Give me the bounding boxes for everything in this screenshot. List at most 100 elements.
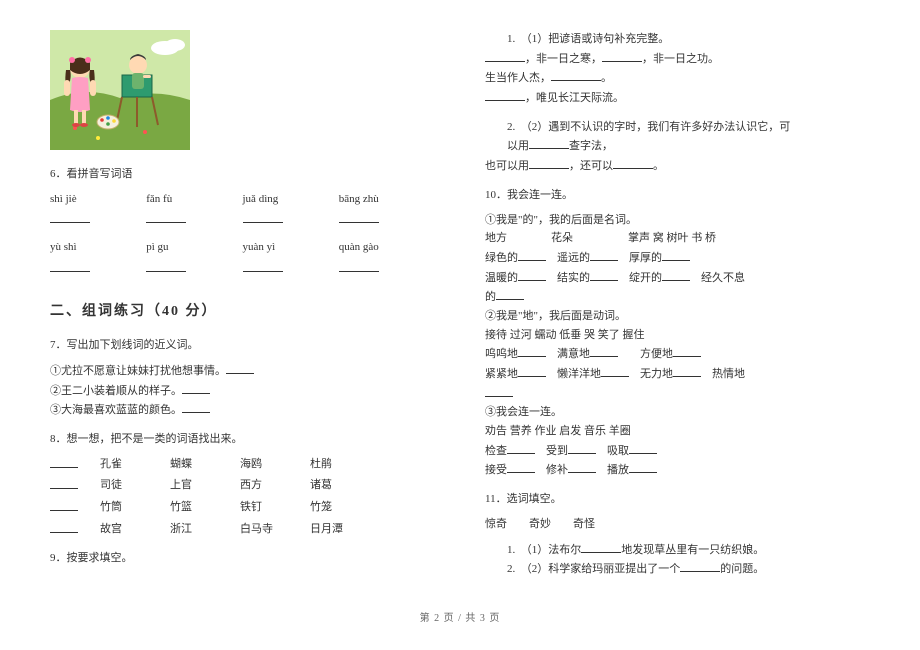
text: 温暖的 — [485, 272, 518, 284]
answer-blank[interactable] — [485, 88, 525, 101]
text: ，唯见长江天际流。 — [525, 92, 624, 104]
answer-blank[interactable] — [507, 441, 535, 454]
q9-title: 9．按要求填空。 — [50, 549, 435, 568]
answer-blank[interactable] — [182, 400, 210, 413]
word: 竹筒 — [100, 498, 170, 518]
answer-blank[interactable] — [680, 559, 720, 572]
subnum: 2. — [507, 563, 515, 575]
answer-blank[interactable] — [518, 248, 546, 261]
text: （2）科学家给玛丽亚提出了一个 — [526, 563, 680, 575]
answer-blank[interactable] — [339, 210, 379, 223]
answer-blank[interactable] — [339, 259, 379, 272]
word: 竹篮 — [170, 498, 240, 518]
answer-blank[interactable] — [50, 259, 90, 272]
answer-blank[interactable] — [518, 364, 546, 377]
q10-p2-line2: 呜呜地 满意地 方便地 — [485, 344, 870, 364]
q10-p1-line2: 绿色的 遥远的 厚厚的 — [485, 248, 870, 268]
text: 方便地 — [618, 348, 673, 360]
text: 也可以用 — [485, 160, 529, 172]
answer-blank[interactable] — [518, 344, 546, 357]
right-column: 1. （1）把谚语或诗句补充完整。 ，非一日之寒，，非一日之功。 生当作人杰，。… — [485, 30, 870, 600]
text: 遥远的 — [546, 252, 590, 264]
text: （1）法布尔 — [526, 544, 581, 556]
answer-blank[interactable] — [568, 460, 596, 473]
answer-blank[interactable] — [50, 455, 78, 468]
subnum: 2. — [507, 121, 515, 133]
answer-blank[interactable] — [485, 384, 513, 397]
answer-blank[interactable] — [182, 381, 210, 394]
answer-blank[interactable] — [629, 460, 657, 473]
answer-blank[interactable] — [146, 210, 186, 223]
q8-row: 竹筒 竹篮 铁钉 竹笼 — [50, 498, 435, 518]
q9-sub1: 1. （1）把谚语或诗句补充完整。 — [507, 30, 870, 49]
text: 懒洋洋地 — [546, 368, 601, 380]
answer-blank[interactable] — [551, 68, 601, 81]
pinyin-cell: pì gu — [146, 238, 242, 257]
text: 接受 — [485, 464, 507, 476]
pinyin-cell: bāng zhù — [339, 190, 435, 209]
text: 播放 — [596, 464, 629, 476]
answer-blank[interactable] — [226, 361, 254, 374]
answer-blank[interactable] — [496, 287, 524, 300]
answer-blank[interactable] — [146, 259, 186, 272]
q6-blank-row2 — [50, 259, 435, 279]
text: 的问题。 — [720, 563, 764, 575]
answer-blank[interactable] — [590, 248, 618, 261]
q10-p3-words: 劝告 营养 作业 启发 音乐 羊圈 — [485, 422, 870, 441]
answer-blank[interactable] — [529, 156, 569, 169]
answer-blank[interactable] — [50, 498, 78, 511]
text: 吸取 — [596, 445, 629, 457]
answer-blank[interactable] — [50, 476, 78, 489]
answer-blank[interactable] — [602, 49, 642, 62]
answer-blank[interactable] — [613, 156, 653, 169]
answer-blank[interactable] — [485, 49, 525, 62]
answer-blank[interactable] — [590, 268, 618, 281]
answer-blank[interactable] — [601, 364, 629, 377]
answer-blank[interactable] — [673, 344, 701, 357]
answer-blank[interactable] — [629, 441, 657, 454]
q8-row: 孔雀 蝴蝶 海鸥 杜鹃 — [50, 455, 435, 475]
pinyin-cell: juǎ dìng — [243, 190, 339, 209]
word: 白马寺 — [240, 520, 310, 540]
answer-blank[interactable] — [50, 520, 78, 533]
q11-title: 11．选词填空。 — [485, 490, 870, 509]
text: ，非一日之寒， — [525, 53, 602, 65]
q7-line3: ③大海最喜欢蓝蓝的颜色。 — [50, 400, 435, 420]
q7-line2: ②王二小装着顺从的样子。 — [50, 381, 435, 401]
text: 以用 — [507, 140, 529, 152]
text: 热情地 — [701, 368, 745, 380]
answer-blank[interactable] — [662, 268, 690, 281]
answer-blank[interactable] — [590, 344, 618, 357]
q6-pinyin-row1: shì jiè fǎn fù juǎ dìng bāng zhù — [50, 190, 435, 209]
q11-sub1: 1. （1）法布尔地发现草丛里有一只纺织娘。 — [507, 540, 870, 560]
page-columns: 6．看拼音写词语 shì jiè fǎn fù juǎ dìng bāng zh… — [50, 30, 870, 600]
pinyin-cell: yù shì — [50, 238, 146, 257]
q10-title: 10．我会连一连。 — [485, 186, 870, 205]
pinyin-cell: quàn gào — [339, 238, 435, 257]
text: 地发现草丛里有一只纺织娘。 — [621, 544, 764, 556]
answer-blank[interactable] — [673, 364, 701, 377]
word: 孔雀 — [100, 455, 170, 475]
illustration — [50, 30, 190, 150]
text: ③大海最喜欢蓝蓝的颜色。 — [50, 404, 182, 416]
answer-blank[interactable] — [581, 540, 621, 553]
word: 西方 — [240, 476, 310, 496]
q6-title: 6．看拼音写词语 — [50, 165, 435, 184]
answer-blank[interactable] — [518, 268, 546, 281]
text: 紧紧地 — [485, 368, 518, 380]
answer-blank[interactable] — [568, 441, 596, 454]
text: ，非一日之功。 — [642, 53, 719, 65]
q10-p2-line3: 紧紧地 懒洋洋地 无力地 热情地 — [485, 364, 870, 384]
text: 满意地 — [546, 348, 590, 360]
answer-blank[interactable] — [243, 210, 283, 223]
text: （1）把谚语或诗句补充完整。 — [526, 33, 669, 45]
answer-blank[interactable] — [529, 136, 569, 149]
q9-sub1-line1: ，非一日之寒， ，非一日之功。 — [485, 49, 870, 69]
answer-blank[interactable] — [243, 259, 283, 272]
answer-blank[interactable] — [50, 210, 90, 223]
text: （2）遇到不认识的字时，我们有许多好办法认识它，可 — [526, 121, 790, 133]
q10-p3-line3: 接受 修补 播放 — [485, 460, 870, 480]
answer-blank[interactable] — [662, 248, 690, 261]
answer-blank[interactable] — [507, 460, 535, 473]
q9-sub2-cont: 以用查字法， — [507, 136, 870, 156]
